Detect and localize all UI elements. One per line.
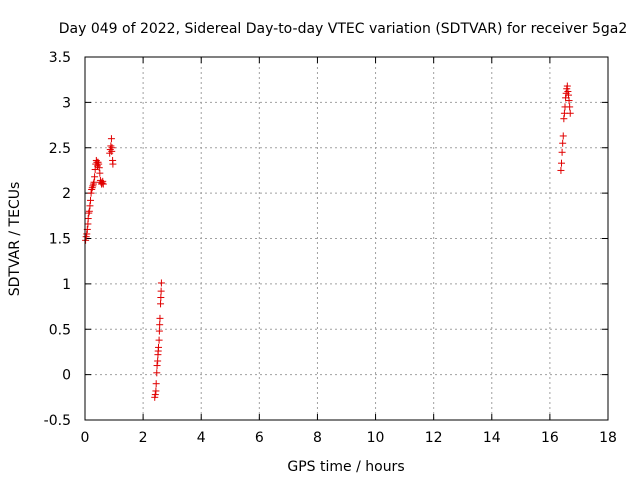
y-tick-label: 1.5	[49, 232, 71, 248]
y-tick-label: 0	[62, 368, 71, 384]
data-point	[566, 103, 574, 111]
data-point	[109, 160, 117, 168]
y-tick-label: 3	[62, 95, 71, 111]
x-tick-label: 0	[81, 430, 90, 446]
y-tick-label: 2.5	[49, 141, 71, 157]
data-point	[84, 215, 92, 223]
data-point	[155, 327, 163, 335]
data-point	[156, 314, 164, 322]
data-point	[564, 91, 572, 99]
data-point	[107, 142, 115, 150]
chart-title: Day 049 of 2022, Sidereal Day-to-day VTE…	[59, 21, 628, 37]
data-point	[93, 162, 101, 170]
data-point	[152, 380, 160, 388]
data-point	[95, 164, 103, 172]
data-point	[151, 391, 159, 399]
x-tick-label: 6	[255, 430, 264, 446]
data-point	[565, 97, 573, 105]
data-point	[557, 166, 565, 174]
data-point	[558, 148, 566, 156]
data-point	[85, 209, 93, 217]
data-point	[157, 300, 165, 308]
data-point	[89, 180, 97, 188]
y-tick-label: 2	[62, 186, 71, 202]
data-point	[95, 160, 103, 168]
data-point	[87, 189, 95, 197]
data-point	[107, 135, 115, 143]
y-tick-label: 0.5	[49, 322, 71, 338]
x-tick-label: 14	[483, 430, 501, 446]
data-point	[157, 287, 165, 295]
data-point	[564, 87, 572, 95]
data-point	[559, 132, 567, 140]
x-tick-label: 8	[313, 430, 322, 446]
data-point	[99, 180, 107, 188]
plot-frame	[84, 56, 609, 421]
y-tick-labels: -0.5 0 0.5 1 1.5 2 2.5 3 3.5	[44, 50, 71, 429]
x-axis-label: GPS time / hours	[287, 459, 404, 475]
data-point	[82, 236, 90, 244]
data-point	[153, 369, 161, 377]
data-point	[91, 166, 99, 174]
data-point	[92, 156, 100, 164]
x-tick-label: 16	[541, 430, 559, 446]
data-point	[157, 279, 165, 287]
data-points	[82, 82, 574, 401]
data-point	[157, 293, 165, 301]
data-point	[90, 178, 98, 186]
data-point	[559, 139, 567, 147]
data-point	[87, 196, 95, 204]
grid	[85, 57, 608, 420]
data-point	[155, 336, 163, 344]
data-point	[88, 184, 96, 192]
data-point	[96, 169, 104, 177]
x-tick-label: 4	[197, 430, 206, 446]
data-point	[153, 362, 161, 370]
data-point	[106, 146, 114, 154]
y-tick-label: 3.5	[49, 50, 71, 66]
y-tick-label: -0.5	[44, 413, 71, 429]
data-point	[98, 179, 106, 187]
data-point	[88, 185, 96, 193]
x-tick-label: 18	[599, 430, 617, 446]
data-point	[91, 173, 99, 181]
x-tick-labels: 0 2 4 6 8 10 12 14 16 18	[81, 430, 617, 446]
data-point	[558, 159, 566, 167]
data-point	[94, 158, 102, 166]
data-point	[89, 182, 97, 190]
y-axis-label: SDTVAR / TECUs	[7, 182, 23, 297]
data-point	[156, 321, 164, 329]
x-tick-label: 10	[367, 430, 385, 446]
data-point	[154, 357, 162, 365]
y-tick-label: 1	[62, 277, 71, 293]
x-tick-label: 2	[139, 430, 148, 446]
data-point	[85, 207, 93, 215]
data-point	[563, 82, 571, 90]
x-tick-label: 12	[425, 430, 443, 446]
data-point	[86, 202, 94, 210]
data-point	[108, 144, 116, 152]
data-point	[152, 387, 160, 395]
data-point	[560, 115, 568, 123]
data-point	[566, 109, 574, 117]
data-point	[155, 343, 163, 351]
data-point	[83, 230, 91, 238]
